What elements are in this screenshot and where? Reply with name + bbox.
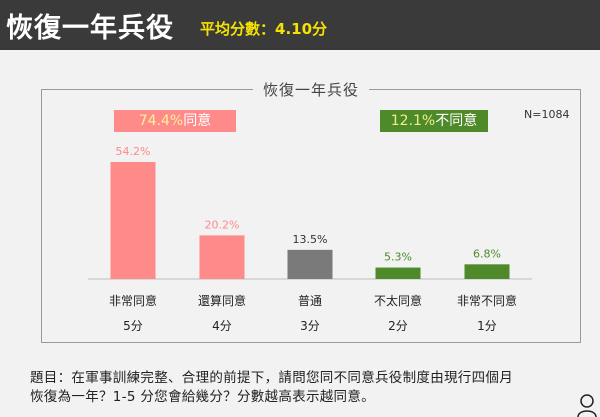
disagree-text: 不同意 [435,113,478,129]
chart-title-text: 恢復一年兵役 [252,81,369,99]
category-label-2: 還算同意 [198,293,246,308]
category-label-5: 非常不同意 [457,293,517,308]
score-label-4: 2分 [388,319,408,333]
person-icon [577,394,597,417]
category-label-1: 非常同意 [109,293,157,308]
value-label-1: 54.2% [116,145,151,158]
value-label-5: 6.8% [473,247,501,260]
value-label-4: 5.3% [384,251,412,264]
score-label-3: 3分 [300,319,320,333]
category-label-4: 不太同意 [374,293,422,308]
agree-badge: 74.4%同意 [114,110,236,132]
agree-pct: 74.4% [138,113,184,129]
bar-4 [375,267,421,279]
disagree-badge: 12.1%不同意 [380,110,488,132]
sample-size: N=1084 [524,108,570,121]
bar-3 [287,249,333,279]
bar-2 [199,235,245,279]
disagree-pct: 12.1% [390,113,436,129]
question-line-2: 恢復為一年？1-5 分您會給幾分？分數越高表示越同意。 [30,389,375,405]
bar-1 [110,162,156,279]
question-text: 題目：在軍事訓練完整、合理的前提下，請問您同不同意兵役制度由現行四個月 恢復為一… [30,369,600,407]
header-bar: 恢復一年兵役 平均分數：4.10分 [0,0,600,50]
bar-5 [464,264,510,279]
category-label-3: 普通 [298,294,322,308]
value-label-2: 20.2% [205,218,240,231]
score-label-5: 1分 [477,319,497,333]
average-score: 平均分數：4.10分 [200,20,328,38]
agree-text: 同意 [183,113,212,129]
question-line-1: 題目：在軍事訓練完整、合理的前提下，請問您同不同意兵役制度由現行四個月 [30,370,513,386]
value-label-3: 13.5% [293,233,328,246]
page-title: 恢復一年兵役 [6,13,174,44]
score-label-2: 4分 [212,319,232,333]
chart-title: 恢復一年兵役 [0,79,600,100]
score-label-1: 5分 [123,319,143,333]
